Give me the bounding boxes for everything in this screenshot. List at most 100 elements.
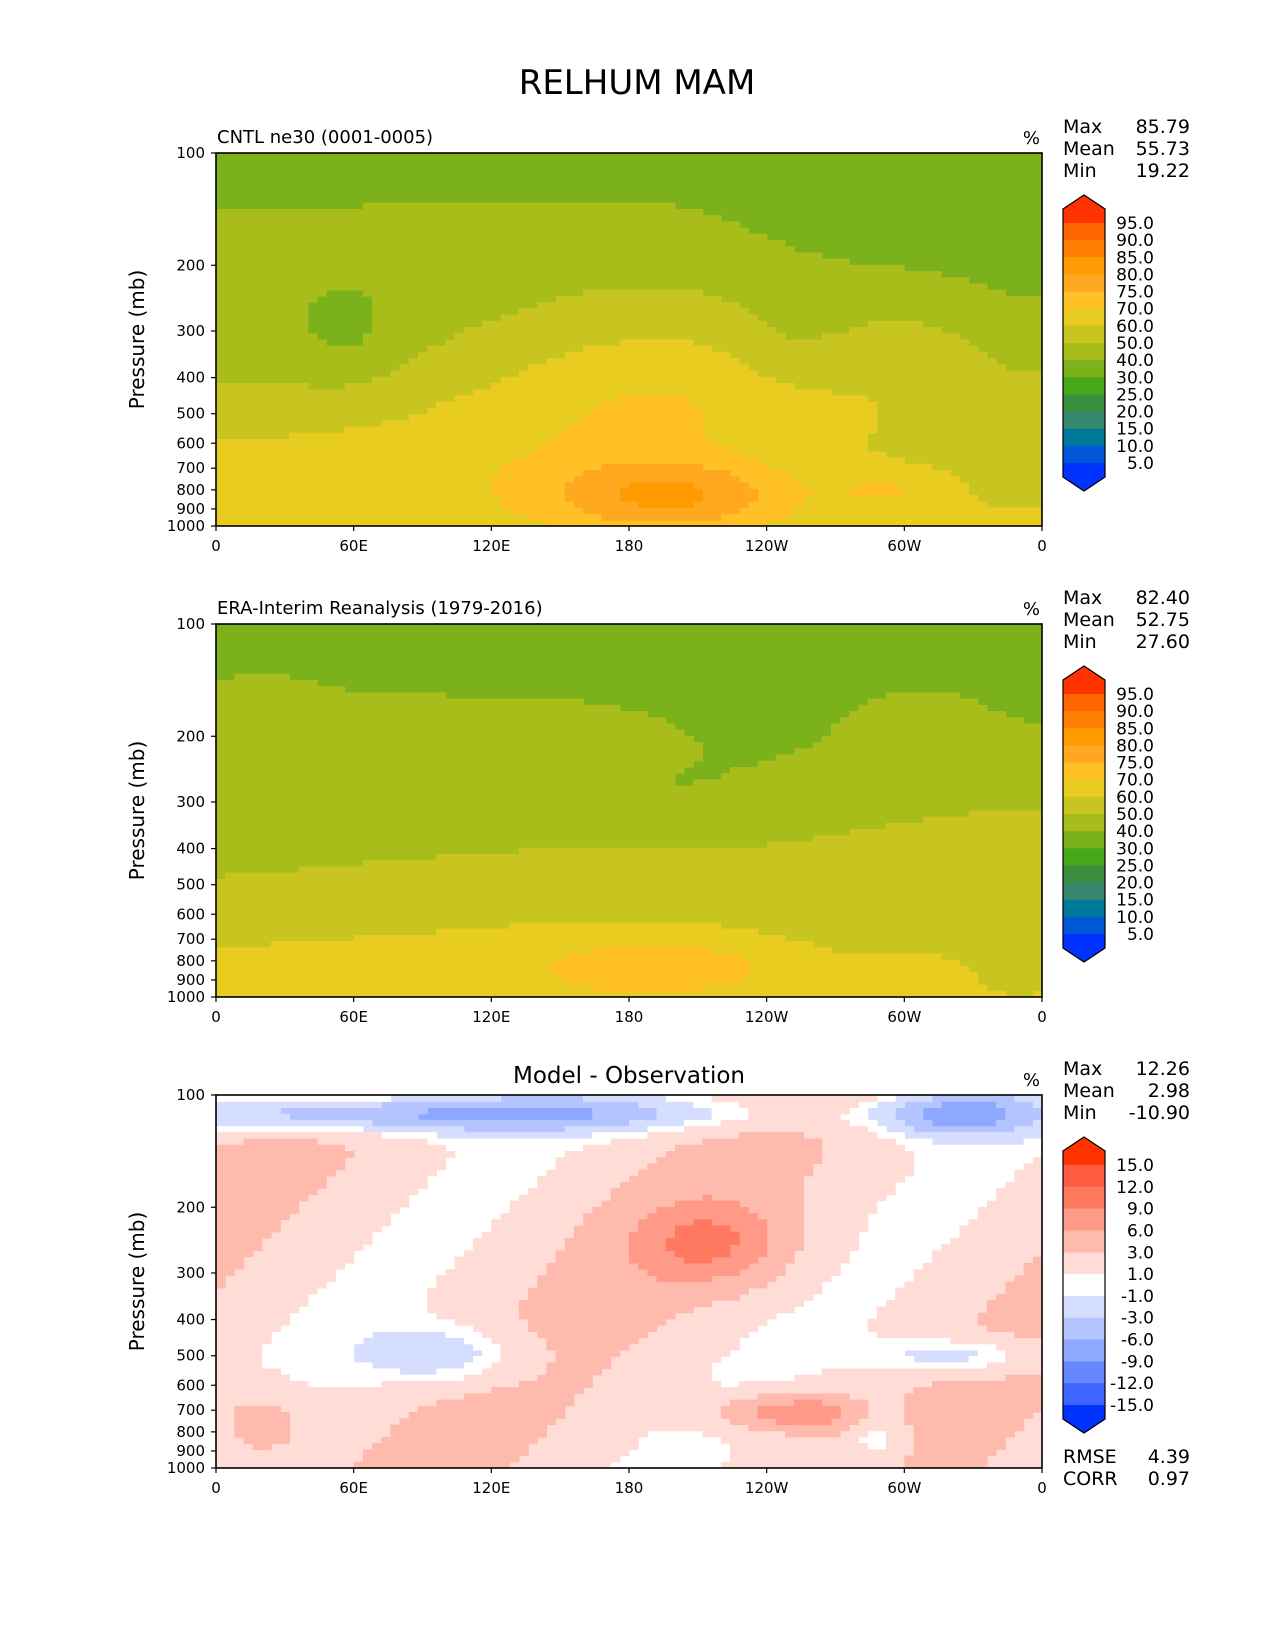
colorbar-label: 80.0 [1116, 265, 1154, 285]
stat-min-label: Min [1063, 1102, 1097, 1124]
colorbar-band-13 [1063, 899, 1105, 918]
contour-layer-6 [619, 482, 704, 508]
contour-fill-6 [216, 1132, 1042, 1468]
colorbar-label: 10.0 [1116, 908, 1154, 928]
y-tick-label: 100 [176, 144, 205, 162]
plot-area [215, 1094, 1043, 1469]
y-tick-label: 600 [176, 1376, 205, 1394]
colorbar-extend-max [1063, 1137, 1105, 1165]
colorbar-label: 60.0 [1116, 317, 1154, 337]
x-tick-label: 60E [339, 1479, 368, 1497]
colorbar-label: 95.0 [1116, 214, 1154, 234]
colorbar-band-7 [1063, 1295, 1105, 1319]
colorbar-label: 6.0 [1127, 1221, 1154, 1241]
colorbar-label: 80.0 [1116, 736, 1154, 756]
colorbar-outline [1062, 665, 1106, 963]
colorbar-band-10 [1063, 848, 1105, 866]
y-axis-label: Pressure (mb) [125, 741, 149, 881]
colorbar-band-13 [1063, 428, 1105, 447]
x-tick-label: 180 [615, 537, 644, 555]
y-tick-label: 300 [176, 793, 205, 811]
colorbar-label: -12.0 [1110, 1374, 1154, 1394]
colorbar: 15.012.09.06.03.01.0-1.0-3.0-6.0-9.0-12.… [1062, 1136, 1154, 1434]
colorbar-label: -9.0 [1121, 1352, 1154, 1372]
x-tick-label: 120E [472, 537, 510, 555]
contour-layer-6 [216, 1132, 1042, 1468]
y-tick-label: 800 [176, 952, 205, 970]
colorbar-band-1 [1063, 694, 1105, 712]
colorbar-band-5 [1063, 291, 1105, 310]
colorbar-label: 15.0 [1116, 1156, 1154, 1176]
stat-max-label: Max [1063, 1058, 1102, 1080]
colorbar-label: -3.0 [1121, 1309, 1154, 1329]
colorbar-label: 25.0 [1116, 385, 1154, 405]
x-tick-label: 120E [472, 1479, 510, 1497]
colorbar-band-8 [1063, 1317, 1105, 1341]
stat-mean-label: Mean [1063, 609, 1115, 631]
colorbar-band-11 [1063, 865, 1105, 884]
colorbar-outline [1062, 194, 1106, 492]
y-tick-label: 800 [176, 481, 205, 499]
x-tick-label: 180 [615, 1479, 644, 1497]
y-tick-label: 700 [176, 459, 205, 477]
colorbar-label: 75.0 [1116, 283, 1154, 303]
contour-fill-8 [665, 1219, 740, 1264]
y-tick-label: 600 [176, 434, 205, 452]
colorbar-label: 40.0 [1116, 822, 1154, 842]
y-tick-label: 600 [176, 905, 205, 923]
stat-min-value: -10.90 [1129, 1102, 1190, 1124]
colorbar-extend-min [1063, 463, 1105, 491]
colorbar-label: -15.0 [1110, 1396, 1154, 1416]
units-label: % [1023, 599, 1040, 620]
colorbar-label: 50.0 [1116, 334, 1154, 354]
stat-min-label: Min [1063, 631, 1097, 653]
panel-title: Model - Observation [513, 1063, 745, 1089]
x-tick-label: 0 [211, 537, 221, 555]
x-tick-label: 60W [887, 1479, 921, 1497]
stat-mean-value: 2.98 [1148, 1080, 1190, 1102]
y-tick-label: 700 [176, 930, 205, 948]
colorbar: 95.090.085.080.075.070.060.050.040.030.0… [1062, 194, 1154, 492]
colorbar-label: 1.0 [1127, 1265, 1154, 1285]
stat-corr-value: 0.97 [1148, 1468, 1190, 1490]
x-tick-label: 0 [211, 1479, 221, 1497]
colorbar-label: 5.0 [1127, 454, 1154, 474]
x-tick-label: 60E [339, 1008, 368, 1026]
colorbar-label: -1.0 [1121, 1287, 1154, 1307]
y-tick-label: 1000 [167, 988, 205, 1006]
y-axis-label: Pressure (mb) [125, 270, 149, 410]
colorbar-band-8 [1063, 343, 1105, 361]
x-tick-label: 180 [615, 1008, 644, 1026]
colorbar-band-1 [1063, 223, 1105, 241]
colorbar-band-3 [1063, 728, 1105, 746]
panel-title: ERA-Interim Reanalysis (1979-2016) [217, 598, 543, 619]
y-tick-label: 100 [176, 615, 205, 633]
colorbar-band-6 [1063, 308, 1105, 327]
colorbar-band-11 [1063, 394, 1105, 413]
colorbar-band-2 [1063, 240, 1105, 258]
plot-area [215, 152, 1043, 527]
y-tick-label: 900 [176, 1442, 205, 1460]
units-label: % [1023, 128, 1040, 149]
x-tick-label: 120W [745, 1479, 789, 1497]
colorbar-band-10 [1063, 1361, 1105, 1384]
colorbar-label: 75.0 [1116, 754, 1154, 774]
colorbar-label: 30.0 [1116, 839, 1154, 859]
y-tick-label: 900 [176, 971, 205, 989]
colorbar-band-10 [1063, 377, 1105, 395]
y-tick-label: 1000 [167, 1459, 205, 1477]
colorbar-extend-max [1063, 195, 1105, 223]
y-tick-label: 200 [176, 256, 205, 274]
y-tick-label: 900 [176, 500, 205, 518]
colorbar-label: 90.0 [1116, 702, 1154, 722]
colorbar-band-4 [1063, 745, 1105, 764]
contour-fill-4 [546, 947, 749, 992]
colorbar-label: 70.0 [1116, 300, 1154, 320]
colorbar-extend-max [1063, 666, 1105, 694]
x-tick-label: 120E [472, 1008, 510, 1026]
colorbar-band-11 [1063, 1383, 1105, 1406]
colorbar-band-6 [1063, 1274, 1105, 1297]
y-tick-label: 500 [176, 876, 205, 894]
